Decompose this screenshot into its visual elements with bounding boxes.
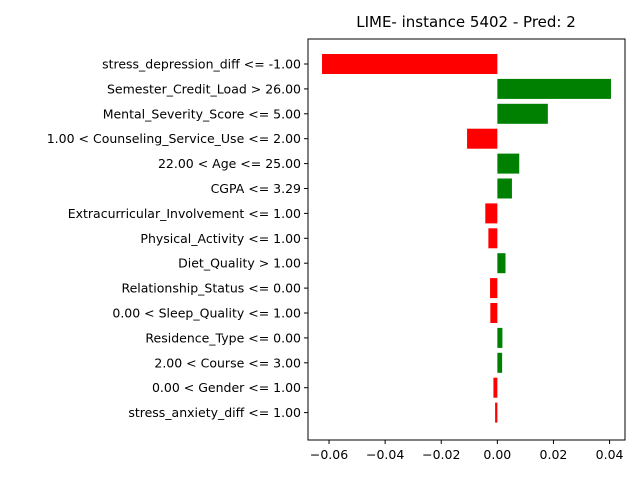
bar <box>485 203 498 224</box>
y-tick-label: Extracurricular_Involvement <= 1.00 <box>68 206 301 221</box>
y-tick-label: stress_anxiety_diff <= 1.00 <box>128 405 301 420</box>
x-tick-label: −0.04 <box>366 447 404 462</box>
x-tick-label: −0.02 <box>422 447 460 462</box>
chart-title: LIME- instance 5402 - Pred: 2 <box>356 13 576 31</box>
y-tick-labels: stress_depression_diff <= -1.00 Semester_… <box>47 57 308 420</box>
bars-group <box>322 54 611 423</box>
x-tick-label: −0.06 <box>310 447 348 462</box>
bar <box>497 78 611 99</box>
y-tick-label: 0.00 < Gender <= 1.00 <box>152 380 301 395</box>
y-tick-label: Mental_Severity_Score <= 5.00 <box>103 106 301 121</box>
bar <box>322 54 498 74</box>
y-tick-label: Diet_Quality > 1.00 <box>178 256 301 271</box>
x-tick-label: 0.04 <box>596 447 624 462</box>
y-tick-label: Residence_Type <= 0.00 <box>145 330 301 345</box>
y-tick-label: CGPA <= 3.29 <box>211 181 301 196</box>
bar <box>497 153 520 174</box>
x-tick-label: 0.02 <box>540 447 568 462</box>
bar <box>497 103 548 124</box>
bar <box>497 327 503 348</box>
bar <box>490 303 498 323</box>
bar <box>495 402 498 423</box>
y-tick-label: 1.00 < Counseling_Service_Use <= 2.00 <box>47 131 301 146</box>
bar <box>497 352 503 373</box>
y-tick-label: Physical_Activity <= 1.00 <box>140 231 301 246</box>
y-tick-label: Semester_Credit_Load > 26.00 <box>107 81 301 96</box>
bar <box>467 128 498 149</box>
bar <box>497 178 512 199</box>
y-tick-label: 0.00 < Sleep_Quality <= 1.00 <box>112 306 301 321</box>
y-tick-label: stress_depression_diff <= -1.00 <box>102 57 301 72</box>
x-tick-label: 0.00 <box>483 447 511 462</box>
y-tick-label: 22.00 < Age <= 25.00 <box>158 156 301 171</box>
bar <box>497 253 506 274</box>
bar <box>493 377 498 398</box>
y-tick-label: 2.00 < Course <= 3.00 <box>154 355 301 370</box>
bar <box>488 228 498 249</box>
y-tick-label: Relationship_Status <= 0.00 <box>121 281 301 296</box>
bar <box>490 278 498 299</box>
x-axis: −0.06 −0.04 −0.02 0.00 0.02 0.04 <box>310 440 624 462</box>
plot-frame <box>307 38 626 441</box>
